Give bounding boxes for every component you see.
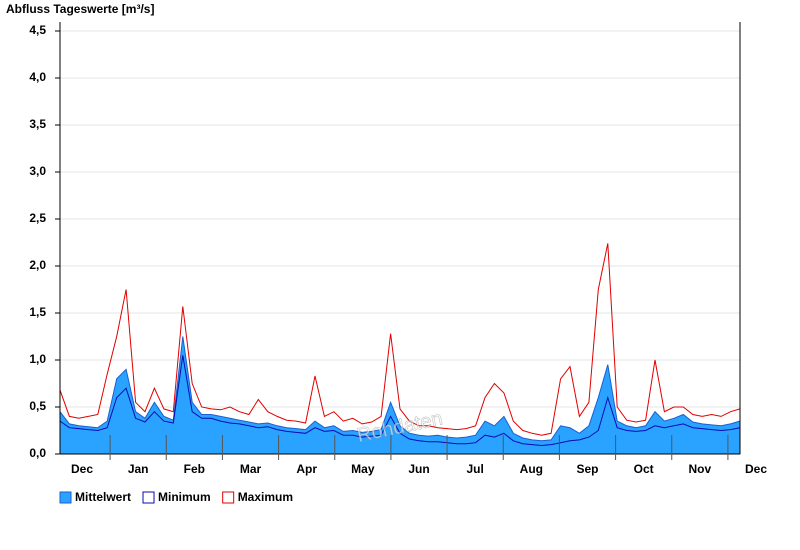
x-tick-label: Sep [576,462,598,476]
x-tick-label: Mar [240,462,262,476]
legend-swatch [59,491,72,504]
y-tick-label: 2,5 [29,211,46,225]
y-tick-label: 2,0 [29,258,46,272]
x-tick-label: Dec [71,462,93,476]
y-tick-label: 4,5 [29,23,46,37]
y-tick-label: 0,5 [29,399,46,413]
x-tick-label: May [351,462,375,476]
x-tick-label: Oct [634,462,654,476]
x-tick-label: Aug [520,462,543,476]
legend-swatch [222,491,235,504]
legend-label: Minimum [158,490,211,504]
y-tick-label: 3,5 [29,117,46,131]
line [59,355,741,447]
x-tick-label: Jun [408,462,429,476]
legend-swatch [142,491,155,504]
x-tick-label: Jan [128,462,149,476]
y-tick-label: 3,0 [29,164,46,178]
x-tick-label: Feb [184,462,205,476]
x-tick-label: Jul [466,462,483,476]
area [59,336,741,455]
legend-label: Mittelwert [75,490,131,504]
x-tick-label: Nov [688,462,711,476]
x-tick-label: Dec [745,462,767,476]
legend-label: Maximum [238,490,293,504]
line [59,243,741,436]
x-tick-label: Apr [296,462,317,476]
y-tick-label: 0,0 [29,446,46,460]
y-tick-label: 1,5 [29,305,46,319]
y-tick-label: 4,0 [29,70,46,84]
y-tick-label: 1,0 [29,352,46,366]
chart-title: Abfluss Tageswerte [m³/s] [6,2,154,16]
